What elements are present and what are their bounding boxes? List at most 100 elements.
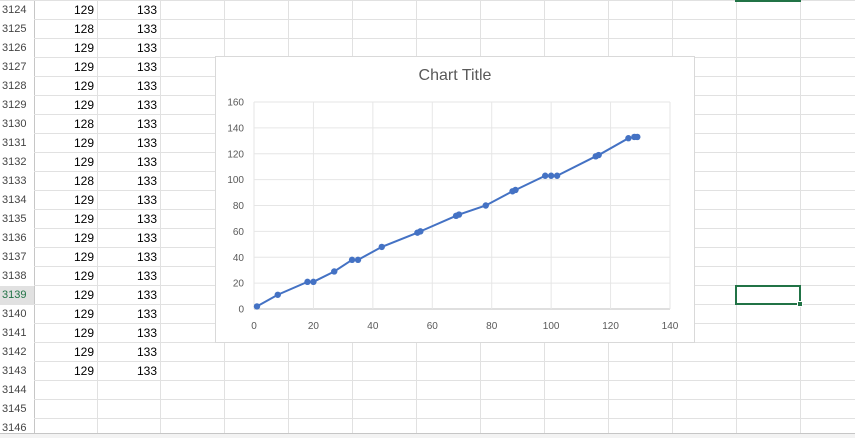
cell-b[interactable]: 129	[73, 212, 94, 226]
data-point[interactable]	[553, 172, 561, 179]
row-header[interactable]: 3132	[0, 153, 34, 172]
x-tick-label: 140	[662, 321, 679, 332]
cell-b[interactable]: 129	[73, 98, 94, 112]
row-header[interactable]: 3142	[0, 343, 34, 362]
active-cell[interactable]	[735, 285, 801, 305]
row-header[interactable]: 3144	[0, 381, 34, 400]
data-point[interactable]	[625, 135, 632, 142]
row-header[interactable]: 3139	[0, 286, 34, 305]
row-header[interactable]: 3128	[0, 77, 34, 96]
data-point[interactable]	[542, 172, 549, 179]
row-header[interactable]: 3136	[0, 229, 34, 248]
cell-b[interactable]: 129	[73, 364, 94, 378]
cell-c[interactable]: 133	[136, 269, 157, 283]
data-point[interactable]	[417, 228, 424, 235]
y-tick-label: 40	[233, 253, 245, 264]
cell-c[interactable]: 133	[136, 288, 157, 302]
cell-c[interactable]: 133	[136, 60, 157, 74]
cell-c[interactable]: 133	[136, 136, 157, 150]
row-header[interactable]: 3143	[0, 362, 34, 381]
cell-b[interactable]: 129	[73, 155, 94, 169]
cell-b[interactable]: 128	[73, 22, 94, 36]
data-point[interactable]	[310, 278, 317, 286]
cell-b[interactable]: 129	[73, 41, 94, 55]
x-tick-label: 100	[543, 321, 560, 332]
cell-b[interactable]: 128	[73, 117, 94, 131]
row-header[interactable]: 3135	[0, 210, 34, 229]
row-header[interactable]: 3125	[0, 20, 34, 39]
data-point[interactable]	[547, 172, 555, 179]
data-point[interactable]	[274, 291, 281, 298]
cell-c[interactable]	[97, 381, 160, 400]
data-point[interactable]	[634, 133, 641, 141]
cell-b[interactable]: 129	[73, 193, 94, 207]
row-header[interactable]: 3140	[0, 305, 34, 324]
data-point[interactable]	[512, 186, 519, 194]
data-point[interactable]	[331, 268, 338, 275]
row-header[interactable]: 3138	[0, 267, 34, 286]
data-point[interactable]	[455, 211, 463, 218]
cell-b[interactable]: 129	[73, 79, 94, 93]
cell-c[interactable]: 133	[136, 345, 157, 359]
cell-c[interactable]: 133	[136, 307, 157, 321]
cell-b[interactable]	[34, 381, 97, 400]
cell-c[interactable]: 133	[136, 98, 157, 112]
cell-c[interactable]: 133	[136, 231, 157, 245]
row-header[interactable]: 3134	[0, 191, 34, 210]
data-point[interactable]	[348, 256, 356, 264]
cell-b[interactable]: 128	[73, 174, 94, 188]
cell-c[interactable]: 133	[136, 41, 157, 55]
cell-b[interactable]: 129	[73, 345, 94, 359]
data-point[interactable]	[482, 202, 489, 209]
cell-b[interactable]	[34, 400, 97, 419]
data-point[interactable]	[378, 243, 385, 251]
cell-b[interactable]: 129	[73, 231, 94, 245]
cell-b[interactable]: 129	[73, 307, 94, 321]
cell-b[interactable]: 129	[73, 288, 94, 302]
x-tick-label: 40	[367, 321, 379, 332]
row-header[interactable]: 3137	[0, 248, 34, 267]
chart-title[interactable]: Chart Title	[418, 67, 492, 84]
row-header[interactable]: 3124	[0, 1, 34, 20]
row-header[interactable]: 3129	[0, 96, 34, 115]
fill-handle[interactable]	[797, 301, 803, 307]
cell-c[interactable]: 133	[136, 3, 157, 17]
cell-b[interactable]: 129	[73, 250, 94, 264]
cell-b[interactable]: 129	[73, 136, 94, 150]
cell-c[interactable]: 133	[136, 212, 157, 226]
y-tick-label: 20	[233, 279, 245, 290]
cell-c[interactable]: 133	[136, 326, 157, 340]
row-header[interactable]: 3126	[0, 39, 34, 58]
row-header[interactable]: 3131	[0, 134, 34, 153]
y-tick-label: 100	[227, 175, 244, 186]
row-header[interactable]: 3141	[0, 324, 34, 343]
cell-c[interactable]: 133	[136, 364, 157, 378]
cell-c[interactable]: 133	[136, 174, 157, 188]
y-tick-label: 80	[233, 201, 245, 212]
y-tick-label: 0	[238, 305, 244, 316]
sheet-bottom-bar	[0, 433, 855, 438]
row-header[interactable]: 3145	[0, 400, 34, 419]
data-point[interactable]	[354, 256, 362, 264]
x-tick-label: 0	[251, 321, 257, 332]
cell-c[interactable]: 133	[136, 155, 157, 169]
cell-b[interactable]: 129	[73, 326, 94, 340]
cell-c[interactable]: 133	[136, 193, 157, 207]
cell-b[interactable]: 129	[73, 60, 94, 74]
cell-c[interactable]: 133	[136, 79, 157, 93]
chart[interactable]: Chart Title 0 20 40 60 80 100 120 140 160 0 20 40 60…	[215, 56, 695, 343]
cell-c[interactable]: 133	[136, 22, 157, 36]
cell-c[interactable]	[97, 400, 160, 419]
row-header[interactable]: 3130	[0, 115, 34, 134]
cell-c[interactable]: 133	[136, 117, 157, 131]
row-header[interactable]: 3133	[0, 172, 34, 191]
data-point[interactable]	[253, 303, 261, 310]
data-point[interactable]	[304, 278, 311, 286]
y-tick-label: 140	[227, 123, 244, 134]
row-header[interactable]: 3127	[0, 58, 34, 77]
cell-b[interactable]: 129	[73, 3, 94, 17]
cell-b[interactable]: 129	[73, 269, 94, 283]
data-point[interactable]	[595, 151, 602, 159]
cell-c[interactable]: 133	[136, 250, 157, 264]
